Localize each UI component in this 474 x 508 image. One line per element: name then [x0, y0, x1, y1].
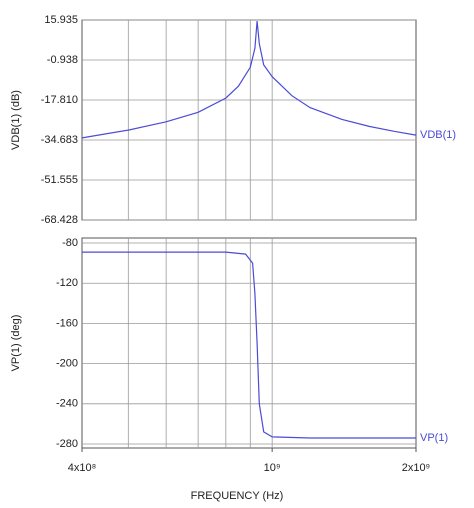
plot-area — [81, 19, 417, 221]
plot-area — [81, 237, 417, 449]
series-line — [81, 20, 417, 139]
x-tick-label: 4x10⁸ — [68, 462, 97, 474]
x-tick-label: 10⁹ — [264, 462, 281, 474]
y-tick-label: -240 — [56, 398, 78, 410]
y-tick-label: -160 — [56, 317, 78, 329]
y-tick-label: -120 — [56, 277, 78, 289]
y-tick-label: -34.683 — [41, 134, 78, 146]
y-tick-label: -68.428 — [41, 214, 78, 226]
y-tick-label: -80 — [62, 237, 78, 249]
y-tick-label: -200 — [56, 358, 78, 370]
y-axis-label: VDB(1) (dB) — [10, 90, 22, 150]
y-tick-label: -51.555 — [41, 174, 78, 186]
series-label: VDB(1) — [420, 129, 456, 141]
y-tick-label: -0.938 — [47, 54, 78, 66]
x-axis-label: FREQUENCY (Hz) — [191, 490, 284, 502]
y-tick-label: 15.935 — [44, 14, 78, 26]
y-tick-label: -280 — [56, 438, 78, 450]
series-line — [82, 251, 416, 439]
series-label: VP(1) — [420, 432, 448, 444]
y-tick-label: -17.810 — [41, 94, 78, 106]
y-axis-label: VP(1) (deg) — [10, 315, 22, 372]
x-tick-label: 2x10⁹ — [402, 462, 431, 474]
